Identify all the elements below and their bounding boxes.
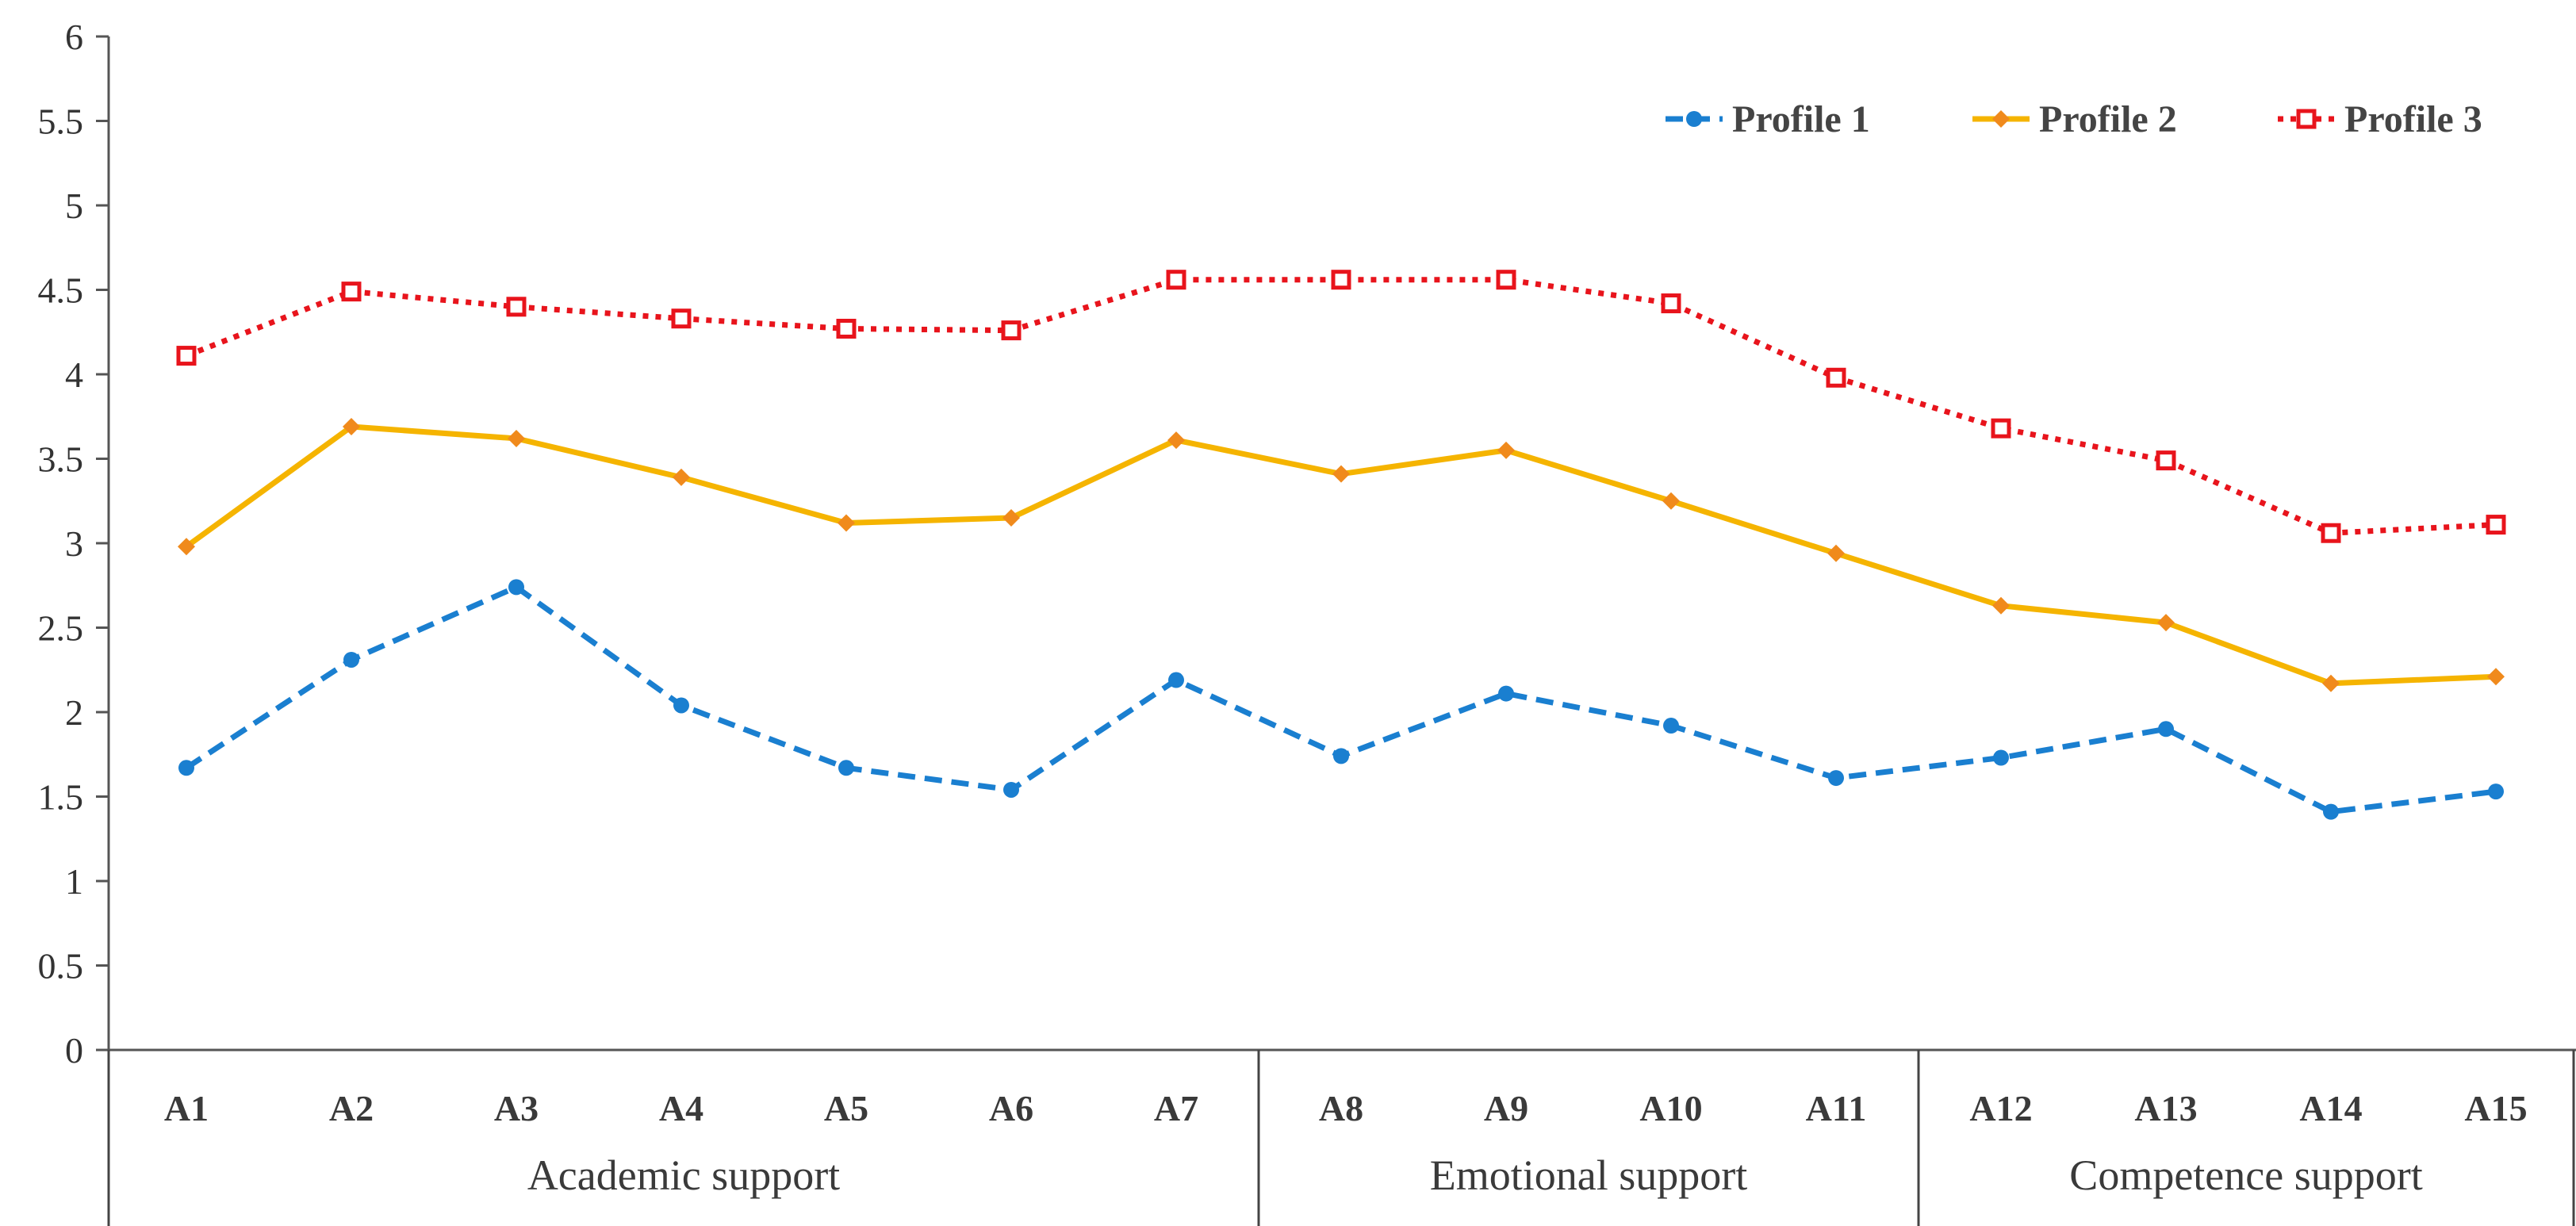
x-axis: A1 A2 A3 A4 A5 A6 A7 A8 A9 A10 A11 A12 A13 A14 A15 Acad… xyxy=(107,1048,2576,1226)
series-3 xyxy=(176,270,2506,543)
data-point xyxy=(1003,781,1019,798)
legend-swatch-marker xyxy=(1992,110,2010,128)
legend-label: Profile 3 xyxy=(2344,98,2482,140)
y-tick-label: 0.5 xyxy=(38,946,84,987)
data-point xyxy=(838,514,855,532)
data-point xyxy=(341,282,362,302)
series-line xyxy=(185,277,2497,536)
series-layer xyxy=(176,270,2506,820)
x-tick-label: A14 xyxy=(2299,1088,2362,1128)
data-point xyxy=(2322,674,2340,692)
group-label: Emotional support xyxy=(1430,1151,1747,1199)
data-point xyxy=(178,760,194,776)
x-tick-label: A6 xyxy=(989,1088,1033,1128)
x-tick-label: A10 xyxy=(1639,1088,1702,1128)
series-1 xyxy=(178,579,2504,820)
data-point xyxy=(1001,320,1022,341)
legend-label: Profile 2 xyxy=(2039,98,2177,140)
data-point xyxy=(2321,523,2341,543)
x-tick-label: A5 xyxy=(824,1088,868,1128)
data-point xyxy=(671,308,692,329)
data-point xyxy=(1991,418,2011,439)
y-tick-label: 3.5 xyxy=(38,439,84,480)
data-point xyxy=(2156,450,2176,471)
y-tick-label: 2.5 xyxy=(38,608,84,649)
data-point xyxy=(1826,367,1846,388)
x-tick-label: A12 xyxy=(1969,1088,2032,1128)
data-point xyxy=(2487,668,2505,686)
x-tick-label: A13 xyxy=(2134,1088,2197,1128)
legend-swatch-marker xyxy=(1686,111,1702,127)
data-point xyxy=(1828,770,1844,787)
data-point xyxy=(1167,431,1185,450)
y-tick-label: 3 xyxy=(65,523,83,564)
series-2 xyxy=(178,418,2505,692)
y-tick-label: 5.5 xyxy=(38,102,84,142)
x-tick-label: A1 xyxy=(164,1088,209,1128)
data-point xyxy=(1663,718,1679,734)
x-tick-label: A7 xyxy=(1154,1088,1198,1128)
group-label: Competence support xyxy=(2069,1151,2422,1199)
y-tick-label: 4 xyxy=(65,354,83,395)
y-tick-label: 6 xyxy=(65,17,83,57)
series-line xyxy=(184,423,2497,687)
y-axis: 0 0.5 1 1.5 2 2.5 3 3.5 4 4.5 5 5.5 6 xyxy=(38,17,110,1071)
data-point xyxy=(1002,509,1020,527)
data-point xyxy=(673,697,689,714)
x-tick-label: A3 xyxy=(494,1088,539,1128)
data-point xyxy=(1993,749,2009,766)
y-tick-label: 5 xyxy=(65,186,83,226)
legend: Profile 1 Profile 2 Profile 3 xyxy=(1666,98,2482,140)
data-point xyxy=(1662,492,1680,510)
data-point xyxy=(1992,596,2010,615)
x-tick-label: A9 xyxy=(1484,1088,1528,1128)
y-tick-label: 1.5 xyxy=(38,777,84,818)
data-point xyxy=(178,538,195,556)
y-tick-label: 0 xyxy=(65,1030,83,1071)
y-tick-label: 2 xyxy=(65,692,83,733)
data-point xyxy=(343,418,360,436)
x-tick-label: A2 xyxy=(329,1088,374,1128)
x-tick-label: A11 xyxy=(1806,1088,1867,1128)
data-point xyxy=(508,579,524,596)
data-point xyxy=(1498,685,1514,702)
data-point xyxy=(836,318,857,339)
x-tick-label: A4 xyxy=(659,1088,703,1128)
data-point xyxy=(673,468,690,486)
data-point xyxy=(1332,465,1350,483)
x-tick-label: A15 xyxy=(2464,1088,2527,1128)
legend-swatch-marker xyxy=(2296,109,2317,129)
legend-label: Profile 1 xyxy=(1732,98,1870,140)
group-label: Academic support xyxy=(527,1151,840,1199)
data-point xyxy=(506,297,527,317)
data-point xyxy=(838,760,854,776)
data-point xyxy=(508,429,525,447)
legend-item-1: Profile 1 xyxy=(1666,98,1870,140)
data-point xyxy=(2486,515,2506,535)
data-point xyxy=(343,651,359,668)
data-point xyxy=(1497,441,1515,459)
data-point xyxy=(1496,270,1516,290)
data-point xyxy=(1166,270,1186,290)
data-point xyxy=(2488,783,2504,800)
data-point xyxy=(2157,614,2175,632)
data-point xyxy=(1827,544,1845,562)
data-point xyxy=(2158,721,2174,738)
legend-item-3: Profile 3 xyxy=(2278,98,2482,140)
data-point xyxy=(1661,293,1681,314)
data-point xyxy=(1331,270,1351,290)
x-tick-label: A8 xyxy=(1319,1088,1363,1128)
data-point xyxy=(1168,672,1184,688)
y-tick-label: 1 xyxy=(65,861,83,902)
data-point xyxy=(176,346,197,366)
data-point xyxy=(2323,803,2339,820)
legend-item-2: Profile 2 xyxy=(1972,98,2177,140)
y-tick-label: 4.5 xyxy=(38,270,84,311)
data-point xyxy=(1333,748,1349,764)
